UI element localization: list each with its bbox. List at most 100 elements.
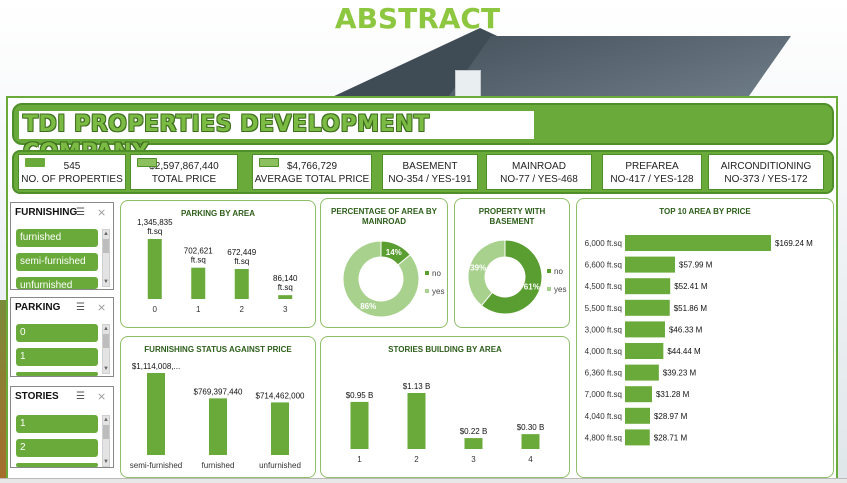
tick-label: furnished [202,461,235,470]
bar-3 [278,295,293,299]
multi-select-icon[interactable]: ☰ [76,207,85,218]
tick-label: 4,500 ft.sq [585,282,622,291]
slicer-item-2[interactable] [16,372,98,376]
scroll-down-icon[interactable]: ▼ [103,459,109,465]
data-label: $52.41 M [674,282,708,291]
slicer-item-1[interactable]: 1 [16,415,98,433]
tick-label: unfurnished [259,461,301,470]
kpi-label: NO-77 / YES-468 [500,174,578,185]
slicer-title: FURNISHING [15,207,78,218]
bar-furnished [209,398,227,455]
sheet-tabs-bar[interactable] [0,478,847,483]
money-icon [259,158,279,167]
bar-unfurnished [271,402,289,455]
legend-label: yes [432,287,444,296]
scroll-thumb[interactable] [103,239,109,253]
stories-chart: $0.95 B 1 $1.13 B 2 $0.22 B 3 $0.30 B 4 [346,382,545,464]
bar-4,040 ft.sq [625,407,650,424]
data-label: $0.30 B [517,423,545,432]
multi-select-icon[interactable]: ☰ [76,391,85,402]
bar-4,500 ft.sq [625,278,671,295]
legend-swatch [425,271,429,275]
chart-title: PERCENTAGE OF AREA BY MAINROAD [331,207,437,226]
clear-filter-icon[interactable]: ⨯ [97,207,107,219]
scroll-down-icon[interactable]: ▼ [103,279,109,285]
data-label: $169.24 M [775,239,813,248]
kpi-label: NO-354 / YES-191 [388,174,472,185]
kpi-properties: 545 NO. OF PROPERTIES [18,154,126,190]
scroll-down-icon[interactable]: ▼ [103,366,109,372]
scroll-up-icon[interactable]: ▲ [103,417,109,423]
data-label: 702,621 [184,247,213,256]
slicer-item-0[interactable]: 0 [16,324,98,342]
house-roof-side [448,36,792,96]
bar-4,000 ft.sq [625,343,664,359]
top10-chart: 6,000 ft.sq $169.24 M 6,600 ft.sq $57.99 M 4… [585,235,813,446]
scroll-up-icon[interactable]: ▲ [103,231,109,237]
bar-2 [407,393,426,449]
legend-label: no [432,269,441,278]
clear-filter-icon[interactable]: ⨯ [97,302,107,314]
slicer-title: STORIES [15,391,59,402]
data-label: $1.13 B [403,382,431,391]
mainroad-chart: 14% no 86% yes [342,240,444,318]
bar-5,500 ft.sq [625,299,670,316]
data-unit-label: ft.sq [191,256,206,265]
kpi-value: MAINROAD [512,161,566,172]
stories-chart-panel: STORIES BUILDING BY AREA $0.95 B 1 $1.13 B… [320,336,570,478]
bar-2 [234,269,249,299]
scroll-up-icon[interactable]: ▲ [103,326,109,332]
kpi-value: AIRCONDITIONING [720,161,812,172]
dashboard: TDI PROPERTIES DEVELOPMENT COMPANY 545 N… [6,96,838,481]
slicer-item-furnished[interactable]: furnished [16,229,98,247]
abstract-title: ABSTRACT [334,2,501,35]
data-label: $28.71 M [654,433,688,442]
scroll-thumb[interactable] [103,425,109,439]
slicer-item-3[interactable] [16,463,98,467]
legend-swatch [425,289,429,293]
kpi-value: $2,597,867,440 [149,161,219,172]
slice-yes [467,239,506,307]
slice-no [480,239,543,315]
kpi-strip: 545 NO. OF PROPERTIES $2,597,867,440 TOT… [12,150,834,194]
kpi-label: NO. OF PROPERTIES [21,174,123,185]
multi-select-icon[interactable]: ☰ [76,302,85,313]
data-label: $714,462,000 [256,391,305,400]
legend-label: yes [554,285,566,294]
clear-filter-icon[interactable]: ⨯ [97,391,107,403]
chart-title: STORIES BUILDING BY AREA [388,345,502,354]
tick-label: 5,500 ft.sq [585,304,622,313]
slice-label: 61% [524,283,540,292]
slicer-item-unfurnished[interactable]: unfurnished [16,277,98,289]
kpi-total-price: $2,597,867,440 TOTAL PRICE [130,154,238,190]
data-label: 672,449 [227,248,256,257]
bar-3,000 ft.sq [625,321,665,338]
tick-label: 4,000 ft.sq [585,347,622,356]
tick-label: 3,000 ft.sq [585,325,622,334]
slicer-scrollbar[interactable]: ▲ ▼ [102,415,110,467]
data-unit-label: ft.sq [147,227,162,236]
tick-label: 7,000 ft.sq [585,390,622,399]
slice-label: 39% [470,263,486,272]
legend-swatch [547,287,551,291]
parking-chart: 1,345,835ft.sq0702,621ft.sq1672,449ft.sq… [137,218,298,314]
stories-slicer: STORIES ☰ ⨯ 1 2 ▲ ▼ [10,386,114,468]
tick-label: 2 [414,455,419,464]
data-label: 1,345,835 [137,218,173,227]
scroll-thumb[interactable] [103,334,109,348]
slicer-item-1[interactable]: 1 [16,348,98,366]
top10-chart-panel: TOP 10 AREA BY PRICE 6,000 ft.sq $169.24 … [576,198,834,478]
slicer-item-2[interactable]: 2 [16,439,98,457]
slicer-title: PARKING [15,302,61,313]
data-label: $46.33 M [669,325,703,334]
chart-title: PROPERTY WITH BASEMENT [478,207,546,226]
slicer-scrollbar[interactable]: ▲ ▼ [102,229,110,287]
tick-label: 3 [283,305,288,314]
slicer-scrollbar[interactable]: ▲ ▼ [102,324,110,374]
slicer-item-semi-furnished[interactable]: semi-furnished [16,253,98,271]
kpi-airconditioning: AIRCONDITIONING NO-373 / YES-172 [708,154,824,190]
furnishing-chart-panel: FURNISHING STATUS AGAINST PRICE $1,114,0… [120,336,316,478]
tick-label: 4,800 ft.sq [585,433,622,442]
tick-label: 6,360 ft.sq [585,369,622,378]
parking-slicer: PARKING ☰ ⨯ 0 1 ▲ ▼ [10,297,114,377]
